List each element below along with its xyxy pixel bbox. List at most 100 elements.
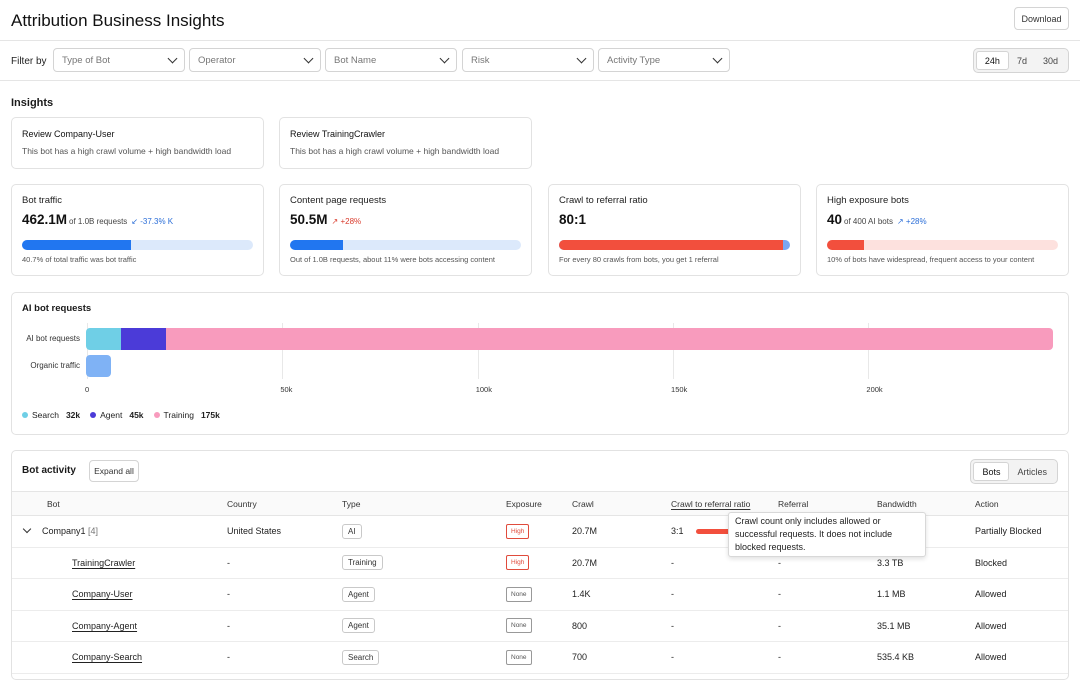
kpi-note: Out of 1.0B requests, about 11% were bot… xyxy=(290,255,495,264)
kpi-note: For every 80 crawls from bots, you get 1… xyxy=(559,255,719,264)
kpi-label: Bot traffic xyxy=(22,195,62,206)
exposure-badge: High xyxy=(506,555,530,571)
filter-bot-name[interactable]: Bot Name xyxy=(325,48,457,72)
kpi-progress xyxy=(22,240,253,250)
filter-placeholder: Bot Name xyxy=(334,54,377,66)
bar-segment-training[interactable] xyxy=(166,328,1053,350)
kpi-value: 462.1M of 1.0B requests ↙ -37.3% K xyxy=(22,212,173,227)
filter-type-of-bot[interactable]: Type of Bot xyxy=(53,48,185,72)
col-bandwidth[interactable]: Bandwidth xyxy=(877,491,975,516)
referral: - xyxy=(778,610,877,642)
tab-bots[interactable]: Bots xyxy=(973,462,1010,481)
kpi-label: Crawl to referral ratio xyxy=(559,195,648,206)
kpi-delta: ↗ +28% xyxy=(896,217,927,226)
table-row[interactable]: Company-Search - Search None 700 - - 535… xyxy=(12,641,1068,674)
col-type[interactable]: Type xyxy=(342,491,506,516)
exposure-badge: None xyxy=(506,649,532,665)
type-tag: Search xyxy=(342,649,380,665)
bar-segment-search[interactable] xyxy=(86,328,122,350)
col-action[interactable]: Action xyxy=(975,491,1068,516)
gridline xyxy=(868,323,870,379)
legend-value: 32k xyxy=(65,410,81,420)
bot-link[interactable]: Company-User xyxy=(72,589,133,600)
range-30d[interactable]: 30d xyxy=(1042,55,1058,66)
col-ratio[interactable]: Crawl to referral ratio xyxy=(671,491,778,516)
bandwidth: 535.4 KB xyxy=(877,641,975,674)
insight-title: Review TrainingCrawler xyxy=(290,129,386,139)
referral: - xyxy=(778,578,877,611)
x-tick-label: 50k xyxy=(280,385,293,394)
filter-risk[interactable]: Risk xyxy=(462,48,594,72)
table-header: Bot Country Type Exposure Crawl Crawl to… xyxy=(12,491,1068,516)
kpi-note: 10% of bots have widespread, frequent ac… xyxy=(827,255,1035,264)
kpi-progress-fill xyxy=(290,240,344,250)
range-24h[interactable]: 24h xyxy=(975,51,1009,70)
bandwidth: 1.1 MB xyxy=(877,578,975,611)
bot-link[interactable]: Company-Search xyxy=(72,652,143,663)
table-row[interactable]: Company-Agent - Agent None 800 - - 35.1 … xyxy=(12,610,1068,642)
download-button[interactable]: Download xyxy=(1014,7,1069,30)
kpi-note: 40.7% of total traffic was bot traffic xyxy=(22,255,137,264)
col-ratio-label: Crawl to referral ratio xyxy=(671,498,751,509)
range-7d[interactable]: 7d xyxy=(1016,55,1027,66)
ratio-bar xyxy=(695,529,736,535)
col-exposure[interactable]: Exposure xyxy=(506,491,572,516)
filter-label: Filter by xyxy=(11,56,47,67)
legend-label: Training xyxy=(163,410,194,420)
bot-activity-panel: Bot activity Expand all Bots Articles Bo… xyxy=(11,450,1069,680)
col-crawl[interactable]: Crawl xyxy=(572,491,671,516)
type-tag: Training xyxy=(342,555,383,571)
chevron-down-icon[interactable] xyxy=(22,525,32,534)
y-category-label: AI bot requests xyxy=(26,334,80,343)
bot-link[interactable]: Company-Agent xyxy=(72,620,138,631)
tab-articles[interactable]: Articles xyxy=(1017,466,1047,477)
section-title: Bot activity xyxy=(22,465,76,476)
chart-plot: 0 50k 100k 150k 200k AI bot requests Organic t… xyxy=(12,293,1068,434)
table-row[interactable]: Company-User - Agent None 1.4K - - 1.1 M… xyxy=(12,578,1068,611)
exposure-badge: High xyxy=(506,523,530,539)
time-range-toggle: 24h 7d 30d xyxy=(972,48,1069,73)
crawl: 20.7M xyxy=(572,515,671,548)
bar-segment-agent[interactable] xyxy=(121,328,167,350)
page-title: Attribution Business Insights xyxy=(11,11,225,30)
legend-item[interactable]: Training 175k xyxy=(153,410,220,420)
filter-activity-type[interactable]: Activity Type xyxy=(598,48,730,72)
kpi-number: 40 xyxy=(827,212,843,227)
legend-item[interactable]: Search 32k xyxy=(22,410,80,420)
legend-label: Search xyxy=(32,410,59,420)
col-referral[interactable]: Referral xyxy=(778,491,877,516)
header: Attribution Business Insights Download xyxy=(0,0,1080,41)
filter-operator[interactable]: Operator xyxy=(189,48,321,72)
legend-value: 175k xyxy=(200,410,220,420)
referral: - xyxy=(778,641,877,674)
country: - xyxy=(227,547,342,579)
bots-articles-toggle: Bots Articles xyxy=(970,459,1058,484)
exposure-badge: None xyxy=(506,618,532,634)
gridline xyxy=(673,323,675,379)
legend-item[interactable]: Agent 45k xyxy=(90,410,144,420)
bot-activity-table: Bot Country Type Exposure Crawl Crawl to… xyxy=(12,491,1068,674)
kpi-delta: ↙ -37.3% K xyxy=(131,217,174,226)
kpi-number: 462.1M xyxy=(22,212,68,227)
legend-label: Agent xyxy=(100,410,123,420)
gridline xyxy=(477,323,479,379)
kpi-progress-fill xyxy=(22,240,131,250)
kpi-high-exposure: High exposure bots 40 of 400 AI bots ↗ +28… xyxy=(816,184,1069,276)
kpi-label: Content page requests xyxy=(290,195,387,206)
gridline xyxy=(87,323,88,379)
ratio: 3:1 xyxy=(671,526,684,537)
col-country[interactable]: Country xyxy=(227,491,342,516)
col-bot[interactable]: Bot xyxy=(12,491,227,516)
exposure-badge: None xyxy=(506,586,532,602)
insight-title: Review Company-User xyxy=(22,129,115,139)
expand-all-button[interactable]: Expand all xyxy=(89,460,139,482)
insight-card[interactable]: Review Company-User This bot has a high … xyxy=(11,117,264,169)
insights-title: Insights xyxy=(11,97,54,109)
ai-bot-requests-chart: AI bot requests 0 50k 100k 150k 200k AI bot r… xyxy=(11,292,1069,435)
bot-link[interactable]: TrainingCrawler xyxy=(72,557,136,568)
legend-dot xyxy=(153,412,160,418)
insight-card[interactable]: Review TrainingCrawler This bot has a hi… xyxy=(279,117,532,169)
ratio: - xyxy=(671,578,778,611)
bar-segment-search[interactable] xyxy=(86,355,112,377)
kpi-value: 50.5M ↗ +28% xyxy=(290,212,361,227)
